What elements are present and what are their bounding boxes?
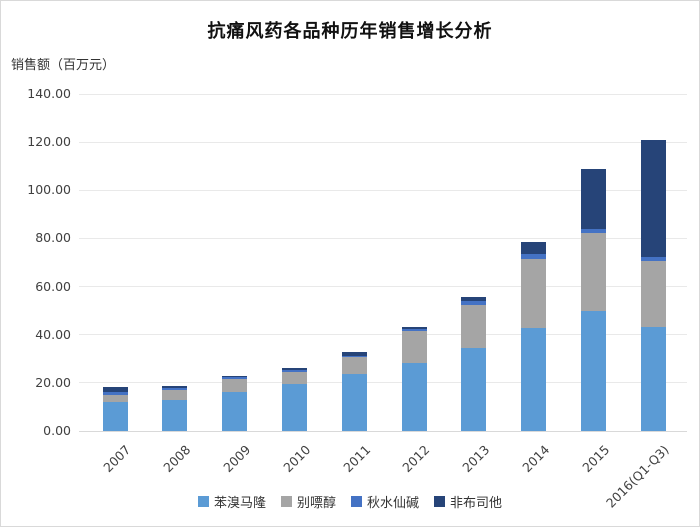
bar-segment xyxy=(341,352,367,356)
bar-segment xyxy=(401,362,427,431)
y-tick-label: 0.00 xyxy=(43,423,71,438)
bar-segment xyxy=(581,169,607,230)
x-tick-label: 2012 xyxy=(399,442,433,476)
bar-segment xyxy=(461,300,487,305)
legend: 苯溴马隆 别嘌醇 秋水仙碱 非布司他 xyxy=(1,492,699,511)
legend-item: 别嘌醇 xyxy=(280,492,336,511)
legend-label: 别嘌醇 xyxy=(296,496,336,511)
x-tick-label: 2014 xyxy=(519,442,553,476)
gridline xyxy=(79,141,687,143)
bar-segment xyxy=(521,242,547,255)
legend-label: 苯溴马隆 xyxy=(213,496,266,511)
bar-segment xyxy=(222,378,248,393)
bar-segment xyxy=(521,254,547,260)
y-tick-label: 60.00 xyxy=(35,278,71,294)
bar-segment xyxy=(162,385,188,388)
bar-segment xyxy=(401,327,427,329)
bar-segment xyxy=(640,140,666,257)
y-tick-label: 80.00 xyxy=(35,230,71,246)
x-tick-label: 2011 xyxy=(339,442,373,476)
bar-segment xyxy=(581,232,607,311)
y-tick-label: 140.00 xyxy=(27,86,71,101)
y-tick-label: 120.00 xyxy=(27,134,71,150)
plot-area xyxy=(79,93,687,432)
gridline xyxy=(79,237,687,239)
bar-segment xyxy=(521,327,547,431)
legend-swatch-icon xyxy=(351,496,362,507)
x-axis-line xyxy=(79,430,687,432)
bar-segment xyxy=(640,261,666,328)
x-tick-label: 2009 xyxy=(220,442,254,476)
chart-title: 抗痛风药各品种历年销售增长分析 xyxy=(207,21,493,42)
gridline xyxy=(79,334,687,336)
legend-label: 非布司他 xyxy=(450,496,503,511)
bar-segment xyxy=(222,377,248,379)
bar-segment xyxy=(162,400,188,431)
y-tick-label: 100.00 xyxy=(27,182,71,198)
x-tick-label: 2010 xyxy=(280,442,314,476)
gridline xyxy=(79,189,687,191)
gridline xyxy=(79,286,687,288)
y-tick-label: 20.00 xyxy=(35,374,71,390)
gridline xyxy=(79,382,687,384)
bar-segment xyxy=(102,394,128,403)
legend-label: 秋水仙碱 xyxy=(367,496,420,511)
legend-item: 非布司他 xyxy=(434,492,502,511)
x-tick-label: 2013 xyxy=(459,442,493,476)
bar-segment xyxy=(461,348,487,431)
bar-segment xyxy=(222,392,248,431)
legend-item: 秋水仙碱 xyxy=(351,492,419,511)
bar-segment xyxy=(461,297,487,301)
bar-segment xyxy=(281,371,307,384)
bar-segment xyxy=(640,256,666,262)
bar-segment xyxy=(281,367,307,370)
legend-item: 苯溴马隆 xyxy=(197,492,266,511)
legend-swatch-icon xyxy=(197,496,209,507)
legend-swatch-icon xyxy=(434,496,446,507)
bar-segment xyxy=(401,331,427,363)
bar-segment xyxy=(401,328,427,332)
bar-segment xyxy=(162,387,188,390)
x-tick-label: 2015 xyxy=(579,442,613,476)
bar-segment xyxy=(581,229,607,233)
bar-segment xyxy=(521,259,547,328)
bar-segment xyxy=(640,327,666,431)
y-axis-label: 销售额（百万元） xyxy=(11,58,116,73)
bar-segment xyxy=(581,310,607,431)
legend-swatch-icon xyxy=(280,496,292,507)
bar-segment xyxy=(102,402,128,431)
x-tick-label: 2008 xyxy=(160,442,194,476)
bar-segment xyxy=(341,374,367,431)
bar-segment xyxy=(341,356,367,375)
bar-segment xyxy=(281,383,307,431)
bar-segment xyxy=(102,392,128,395)
y-tick-label: 40.00 xyxy=(35,326,71,342)
bar-segment xyxy=(281,369,307,372)
bar-segment xyxy=(461,304,487,349)
bar-segment xyxy=(102,387,128,393)
gridline xyxy=(79,93,687,95)
bar-segment xyxy=(341,355,367,357)
x-tick-label: 2007 xyxy=(100,442,134,476)
bar-segment xyxy=(222,375,248,378)
bar-segment xyxy=(162,389,188,401)
